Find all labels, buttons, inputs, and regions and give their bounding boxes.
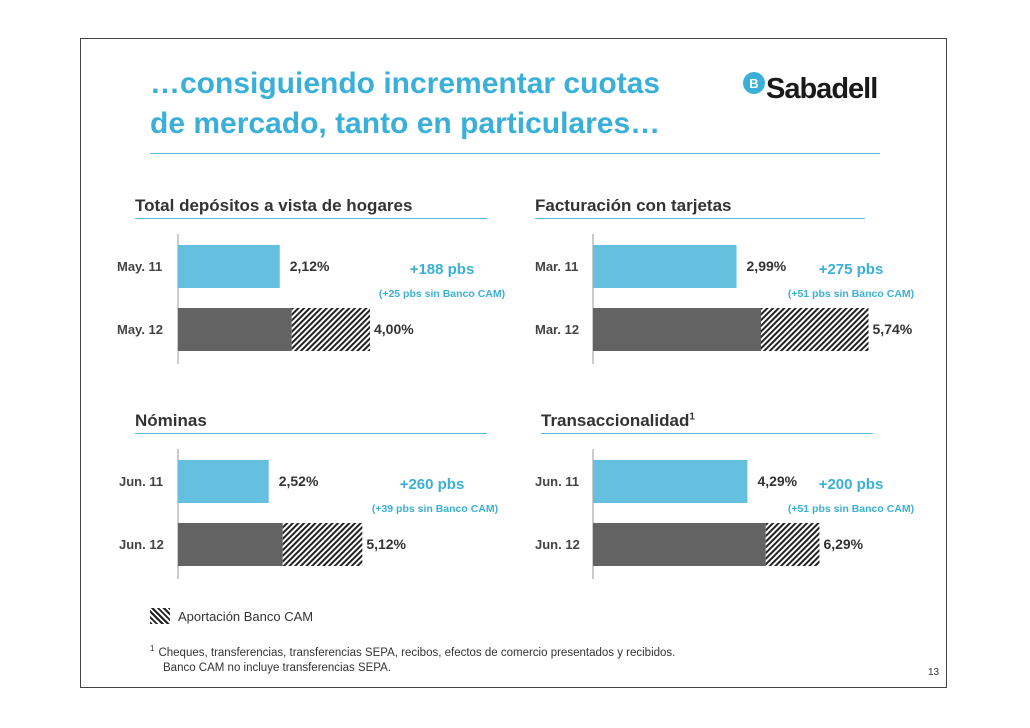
slide-frame bbox=[80, 38, 947, 688]
data-label: 2,52% bbox=[279, 473, 319, 489]
bar-current-banco-cam bbox=[765, 523, 820, 566]
slide-title: …consiguiendo incrementar cuotas de merc… bbox=[150, 64, 710, 144]
chart-title: Total depósitos a vista de hogares bbox=[135, 196, 413, 215]
chart-title: Nóminas bbox=[135, 411, 207, 430]
bar-previous bbox=[178, 245, 280, 288]
logo-wordmark: Sabadell bbox=[766, 72, 878, 105]
delta-label: +200 pbs bbox=[819, 476, 884, 493]
footnote-marker: 1 bbox=[150, 644, 155, 653]
chart-title-underline bbox=[135, 433, 487, 434]
category-label: May. 12 bbox=[117, 322, 163, 337]
hatch-swatch-icon bbox=[150, 608, 170, 624]
chart-svg: Mar. 11 Mar. 12 2,99% 5,74% +275 pbs (+51 pbs… bbox=[535, 234, 914, 364]
chart-title-underline bbox=[541, 433, 873, 434]
data-label: 6,29% bbox=[823, 536, 863, 552]
page-number: 13 bbox=[928, 667, 940, 678]
category-label: Jun. 12 bbox=[535, 537, 580, 552]
title-divider bbox=[150, 153, 880, 154]
bar-current-banco-cam bbox=[282, 523, 363, 566]
chart-title: Facturación con tarjetas bbox=[535, 196, 732, 215]
bar-current-organic bbox=[178, 523, 283, 566]
chart-title: Transaccionalidad1 bbox=[541, 411, 695, 430]
category-label: Mar. 12 bbox=[535, 322, 579, 337]
bar-previous bbox=[593, 245, 737, 288]
delta-note: (+25 pbs sin Banco CAM) bbox=[379, 288, 505, 300]
category-label: Jun. 11 bbox=[119, 474, 163, 489]
data-label: 5,74% bbox=[873, 321, 913, 337]
bar-previous bbox=[178, 460, 269, 503]
footnote-line-1: Cheques, transferencias, transferencias … bbox=[158, 646, 676, 659]
category-label: Jun. 11 bbox=[535, 474, 579, 489]
chart-title-underline bbox=[535, 218, 865, 219]
chart-svg: Jun. 11 Jun. 12 2,52% 5,12% +260 pbs (+39 pbs… bbox=[119, 449, 498, 579]
chart-panel-depositos: Total depósitos a vista de hogares May. … bbox=[115, 196, 515, 366]
category-label: May. 11 bbox=[117, 259, 162, 274]
bar-current-organic bbox=[178, 308, 292, 351]
bar-current-banco-cam bbox=[761, 308, 869, 351]
bar-previous bbox=[593, 460, 748, 503]
bar-current-organic bbox=[593, 523, 766, 566]
delta-label: +188 pbs bbox=[410, 261, 475, 278]
category-label: Mar. 11 bbox=[535, 259, 578, 274]
data-label: 4,00% bbox=[374, 321, 414, 337]
data-label: 2,12% bbox=[290, 258, 330, 274]
chart-panel-transaccionalidad: Transaccionalidad1 Jun. 11 Jun. 12 4,29% 6,… bbox=[533, 411, 933, 581]
bar-current-banco-cam bbox=[291, 308, 370, 351]
category-label: Jun. 12 bbox=[119, 537, 164, 552]
delta-label: +260 pbs bbox=[400, 476, 465, 493]
delta-label: +275 pbs bbox=[819, 261, 884, 278]
bar-current-organic bbox=[593, 308, 761, 351]
footnote: 1 Cheques, transferencias, transferencias… bbox=[150, 641, 675, 676]
delta-note: (+39 pbs sin Banco CAM) bbox=[372, 503, 498, 515]
chart-svg: Jun. 11 Jun. 12 4,29% 6,29% +200 pbs (+51 pbs… bbox=[535, 449, 914, 579]
chart-svg: May. 11 May. 12 2,12% 4,00% +188 pbs (+25 pbs… bbox=[117, 234, 505, 364]
title-line-2: de mercado, tanto en particulares… bbox=[150, 107, 661, 140]
title-line-1: …consiguiendo incrementar cuotas bbox=[150, 67, 661, 100]
legend-label: Aportación Banco CAM bbox=[178, 608, 314, 624]
data-label: 4,29% bbox=[757, 473, 797, 489]
legend: Aportación Banco CAM bbox=[150, 608, 313, 624]
chart-title-underline bbox=[135, 218, 487, 219]
logo-badge-icon: B bbox=[743, 72, 765, 94]
data-label: 5,12% bbox=[366, 536, 406, 552]
data-label: 2,99% bbox=[747, 258, 787, 274]
chart-panel-nominas: Nóminas Jun. 11 Jun. 12 2,52% 5,12% +260 pbs… bbox=[115, 411, 515, 581]
sabadell-logo: B Sabadell bbox=[743, 72, 878, 106]
chart-panel-tarjetas: Facturación con tarjetas Mar. 11 Mar. 12 2… bbox=[533, 196, 933, 366]
delta-note: (+51 pbs sin Banco CAM) bbox=[788, 288, 914, 300]
footnote-line-2: Banco CAM no incluye transferencias SEPA… bbox=[163, 661, 391, 674]
delta-note: (+51 pbs sin Banco CAM) bbox=[788, 503, 914, 515]
